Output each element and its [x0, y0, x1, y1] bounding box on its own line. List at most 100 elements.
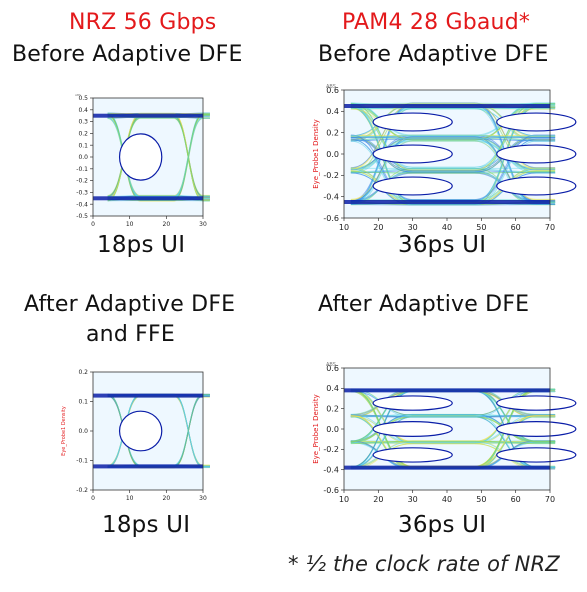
eye-opening: [496, 447, 577, 463]
y-tick-label: -0.2: [76, 487, 88, 494]
nrz-before-eye-chart: -0.5 -0.4 -0.3 -0.2 -0.1 0.0 0.1 0.2 0.3 0.4 0.5 0 1…: [75, 93, 210, 228]
eye-opening: [118, 410, 163, 452]
y-tick-label: -0.4: [76, 201, 88, 208]
eye-trace: [350, 134, 556, 200]
nrz-ui-label-bottom: 18ps UI: [102, 512, 191, 538]
eye-trace: [350, 102, 556, 172]
y-tick-label: 0.4: [78, 107, 88, 114]
x-tick-label: 30: [408, 223, 418, 232]
y-tick-label: 0.5: [78, 95, 88, 102]
pam4-subtitle: Before Adaptive DFE: [318, 42, 549, 67]
eye-rail: [93, 113, 203, 118]
x-tick-label: 20: [373, 495, 383, 504]
nrz-subtitle: Before Adaptive DFE: [12, 42, 243, 67]
x-tick-label: 50: [476, 223, 486, 232]
x-tick-label: 10: [126, 495, 134, 502]
y-tick-label: 0.6: [326, 86, 339, 95]
eye-opening: [496, 176, 577, 196]
eye-trace: [350, 171, 556, 174]
y-tick-label: 0.2: [78, 131, 88, 138]
pam4-ui-label-bottom: 36ps UI: [398, 512, 487, 538]
x-tick-label: 40: [442, 223, 452, 232]
eye-rail: [93, 196, 203, 201]
nrz-title: NRZ 56 Gbps: [69, 10, 217, 35]
y-tick-label: 0.1: [78, 399, 88, 406]
y-tick-label: 0.3: [78, 119, 88, 126]
eye-traces: [93, 393, 210, 469]
y-tick-label: 0.2: [326, 128, 339, 137]
eye-trace: [350, 138, 556, 142]
x-tick-label: 20: [373, 223, 383, 232]
eye-rail: [344, 104, 550, 108]
x-tick-label: 50: [476, 495, 486, 504]
pam4-ui-label-top: 36ps UI: [398, 232, 487, 258]
y-tick-label: -0.5: [76, 213, 88, 220]
nrz-after-eye-chart: -0.2 -0.1 0.0 0.1 0.2 0 10 20 30 Eye_Probe1 Densi…: [61, 369, 210, 502]
eye-opening: [372, 447, 453, 463]
y-tick-label: -0.1: [76, 458, 88, 465]
y-tick-label: 0.2: [326, 404, 339, 413]
eye-rail: [344, 388, 550, 393]
eye-opening: [118, 133, 163, 181]
eye-opening: [372, 420, 453, 438]
y-tick-label: -0.1: [76, 166, 88, 173]
eye-rail: [344, 200, 550, 204]
y-tick-label: 0.4: [326, 107, 339, 116]
eye-opening: [496, 420, 577, 438]
eye-trace: [350, 138, 556, 173]
x-tick-label: 10: [339, 495, 349, 504]
x-tick-label: 30: [199, 221, 207, 228]
x-tick-label: 30: [408, 495, 418, 504]
y-tick-label: 0.0: [326, 150, 339, 159]
footnote: * ½ the clock rate of NRZ: [288, 552, 560, 576]
x-tick-label: 10: [339, 223, 349, 232]
y-tick-label: -0.6: [323, 486, 339, 495]
pam4-title: PAM4 28 Gbaud*: [342, 10, 531, 35]
eye-opening: [372, 144, 453, 164]
x-tick-label: 40: [442, 495, 452, 504]
x-tick-label: 30: [199, 495, 207, 502]
x-tick-label: 10: [126, 221, 134, 228]
after-left-line2: and FFE: [86, 322, 175, 347]
eye-rail: [344, 465, 550, 470]
eye-opening: [496, 395, 577, 411]
y-axis-label: Eye_Probe1 Density: [312, 119, 320, 189]
eye-opening: [372, 112, 453, 132]
corner-label: ABS: [326, 362, 336, 368]
x-tick-label: 70: [545, 223, 555, 232]
y-tick-label: -0.2: [323, 445, 339, 454]
eye-opening: [496, 144, 577, 164]
eye-opening: [496, 112, 577, 132]
y-tick-label: 0.0: [78, 428, 88, 435]
x-tick-label: 60: [511, 495, 521, 504]
y-tick-label: -0.2: [76, 178, 88, 185]
y-tick-label: -0.4: [323, 465, 339, 474]
eye-opening: [372, 176, 453, 196]
eye-traces: [344, 102, 577, 206]
x-tick-label: 20: [163, 221, 171, 228]
x-tick-label: 70: [545, 495, 555, 504]
y-axis-label: Eye_Probe1 Density: [312, 394, 320, 464]
nrz-ui-label-top: 18ps UI: [97, 232, 186, 258]
pam4-after-eye-chart: -0.6 -0.4 -0.2 0.0 0.2 0.4 0.6 10 20 30 40 50 60 70 Ey…: [312, 362, 577, 504]
eye-traces: [344, 388, 577, 470]
y-tick-label: 0.0: [326, 425, 339, 434]
pam4-before-eye-chart: -0.6 -0.4 -0.2 0.0 0.2 0.4 0.6 10 20 30 40 50 60 70 Ey…: [312, 84, 577, 232]
y-tick-label: 0.2: [78, 369, 88, 376]
y-tick-label: 0.4: [326, 384, 339, 393]
eye-opening: [372, 395, 453, 411]
y-tick-label: 0.0: [78, 154, 88, 161]
eye-rail: [93, 393, 203, 398]
eye-rail: [93, 464, 203, 469]
eye-trace: [350, 102, 556, 105]
corner-label: ABS: [326, 84, 336, 90]
x-tick-label: 20: [163, 495, 171, 502]
y-tick-label: -0.4: [323, 192, 339, 201]
x-tick-label: 0: [91, 221, 95, 228]
eye-trace: [350, 440, 556, 445]
after-right-heading: After Adaptive DFE: [318, 292, 530, 317]
eye-traces: [93, 112, 210, 202]
after-left-line1: After Adaptive DFE: [24, 292, 236, 317]
y-tick-label: -0.6: [323, 214, 339, 223]
y-tick-label: 0.6: [326, 364, 339, 373]
